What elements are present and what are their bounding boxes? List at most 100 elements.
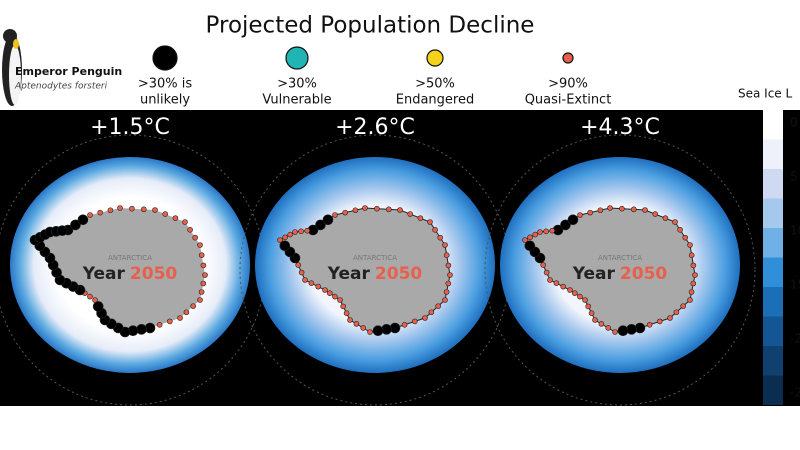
colony bbox=[282, 234, 288, 241]
colony bbox=[537, 229, 543, 235]
colorbar-segment bbox=[763, 110, 783, 140]
colony bbox=[87, 293, 93, 300]
colorbar-label: 10 bbox=[790, 224, 800, 238]
colony bbox=[443, 252, 450, 258]
colony bbox=[524, 240, 536, 252]
colorbar-label: 15 bbox=[790, 278, 800, 292]
colony bbox=[547, 277, 553, 283]
colony bbox=[141, 206, 147, 213]
colony bbox=[56, 225, 68, 236]
colony bbox=[362, 205, 368, 211]
colony bbox=[646, 321, 653, 328]
colony bbox=[117, 205, 123, 211]
legend-marker bbox=[285, 46, 309, 70]
colony bbox=[543, 269, 550, 276]
colony bbox=[308, 280, 315, 287]
colony bbox=[445, 280, 452, 287]
colony bbox=[411, 318, 418, 325]
colony bbox=[688, 252, 695, 258]
colony bbox=[447, 272, 453, 278]
colony bbox=[560, 219, 571, 231]
year-word: Year bbox=[572, 264, 616, 284]
year-word: Year bbox=[327, 264, 371, 284]
colony bbox=[642, 207, 648, 213]
colony bbox=[612, 329, 618, 335]
colony bbox=[292, 229, 298, 235]
colony bbox=[692, 272, 698, 278]
colorbar-segment bbox=[763, 139, 783, 169]
colony bbox=[385, 206, 392, 213]
colony bbox=[549, 227, 556, 234]
map-panel: +2.6°C ANTARCTICA Year 2050 bbox=[239, 115, 511, 406]
colony bbox=[690, 280, 697, 287]
colony bbox=[77, 214, 89, 226]
colony bbox=[87, 212, 93, 218]
colony bbox=[619, 205, 625, 212]
year-value: 2050 bbox=[130, 264, 177, 284]
species-latin: Aptenodytes forsteri bbox=[14, 82, 108, 92]
year-word: Year bbox=[82, 264, 126, 284]
legend-marker bbox=[562, 52, 574, 64]
colony bbox=[70, 219, 81, 231]
colony bbox=[567, 214, 579, 226]
colony bbox=[617, 325, 629, 337]
colony bbox=[372, 325, 384, 337]
colorbar-label: 5 bbox=[790, 170, 798, 184]
region-label: ANTARCTICA bbox=[353, 254, 397, 262]
colony bbox=[200, 280, 207, 287]
colony bbox=[672, 219, 678, 225]
colony bbox=[435, 303, 442, 309]
colony bbox=[687, 297, 693, 303]
colony bbox=[167, 318, 173, 325]
colony bbox=[367, 329, 373, 335]
colony bbox=[183, 309, 190, 316]
colony bbox=[607, 205, 613, 211]
colony bbox=[688, 289, 695, 295]
colorbar-label: -2 bbox=[790, 332, 800, 346]
colony bbox=[682, 234, 689, 241]
colony bbox=[304, 227, 311, 234]
colony bbox=[673, 309, 680, 316]
colony bbox=[322, 287, 328, 293]
colony bbox=[437, 234, 444, 241]
colony bbox=[353, 321, 360, 327]
legend-label: >90% bbox=[548, 77, 588, 92]
colony bbox=[656, 318, 663, 325]
colony bbox=[190, 303, 196, 309]
colony bbox=[680, 303, 687, 309]
antarctica-land bbox=[35, 208, 205, 332]
colony bbox=[677, 227, 683, 233]
colony bbox=[287, 231, 294, 238]
colorbar-segment bbox=[763, 198, 783, 228]
colony bbox=[332, 293, 338, 300]
colony bbox=[156, 321, 163, 328]
colony bbox=[560, 283, 567, 290]
grid-ring bbox=[484, 134, 756, 406]
colony bbox=[582, 297, 588, 303]
colony bbox=[177, 315, 183, 321]
colony bbox=[652, 211, 659, 217]
colorbar-label: -2 bbox=[790, 386, 800, 400]
colony bbox=[605, 325, 612, 331]
colony bbox=[432, 227, 438, 233]
legend-label: >30% bbox=[277, 77, 317, 92]
map-panel: +1.5°C ANTARCTICA Year 2050 bbox=[0, 115, 266, 406]
colony bbox=[577, 212, 583, 218]
panel-title: +4.3°C bbox=[580, 115, 660, 140]
colony bbox=[567, 287, 573, 293]
colony bbox=[588, 310, 595, 317]
colony bbox=[315, 283, 322, 290]
colony bbox=[592, 317, 598, 323]
colony bbox=[427, 219, 433, 225]
colony bbox=[585, 303, 592, 310]
map-panel: +4.3°C ANTARCTICA Year 2050 bbox=[484, 115, 756, 406]
colony bbox=[543, 228, 549, 235]
panel-title: +1.5°C bbox=[90, 115, 170, 140]
panel-title: +2.6°C bbox=[335, 115, 415, 140]
colorbar-segment bbox=[763, 169, 783, 199]
colony bbox=[197, 242, 203, 248]
colony bbox=[443, 289, 450, 295]
legend-label: unlikely bbox=[140, 93, 190, 108]
colony bbox=[298, 228, 304, 235]
